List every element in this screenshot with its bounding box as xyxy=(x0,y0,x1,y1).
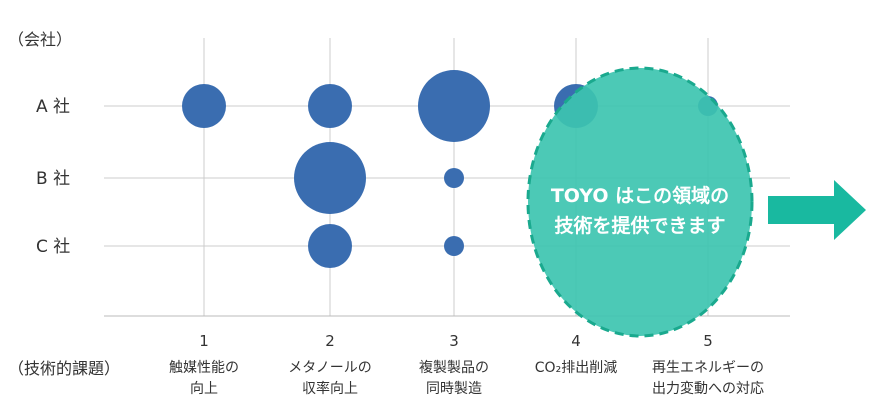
bubble-point xyxy=(418,70,490,142)
bubble-point xyxy=(182,84,226,128)
y-axis-labels: A 社 B 社 C 社 xyxy=(36,97,70,257)
x-tick-label: 出力変動への対応 xyxy=(652,380,764,397)
x-tick-label: 再生エネルギーの xyxy=(652,360,764,376)
x-tick-label: 触媒性能の xyxy=(169,360,239,376)
x-axis-title: （技術的課題） xyxy=(8,359,120,378)
x-tick-number: 4 xyxy=(571,332,581,350)
x-tick-label: 収率向上 xyxy=(302,380,358,397)
x-tick-label: CO₂排出削減 xyxy=(535,359,617,376)
callout-text-line: 技術を提供できます xyxy=(554,214,725,237)
x-tick-number: 1 xyxy=(199,332,209,350)
bubble-point xyxy=(308,84,352,128)
y-axis-title: （会社） xyxy=(8,30,72,49)
bubble-point xyxy=(444,168,464,188)
bubble-point xyxy=(444,236,464,256)
callout-text-line: TOYO はこの領域の xyxy=(551,184,729,207)
x-tick-number: 2 xyxy=(325,332,335,350)
bubble-point xyxy=(308,224,352,268)
y-tick-label: B 社 xyxy=(36,169,70,189)
highlight-ellipse xyxy=(526,66,754,338)
y-tick-label: A 社 xyxy=(36,97,70,117)
bubble-point xyxy=(294,142,366,214)
x-tick-label: メタノールの xyxy=(288,360,372,376)
x-tick-label: 複製製品の xyxy=(419,359,489,376)
x-tick-number: 3 xyxy=(449,332,459,350)
x-tick-number: 5 xyxy=(703,332,713,350)
y-tick-label: C 社 xyxy=(36,237,70,257)
right-arrow-icon xyxy=(768,180,866,240)
x-tick-label: 向上 xyxy=(190,381,218,397)
bubble-series xyxy=(182,70,718,268)
x-tick-label: 同時製造 xyxy=(426,381,482,397)
